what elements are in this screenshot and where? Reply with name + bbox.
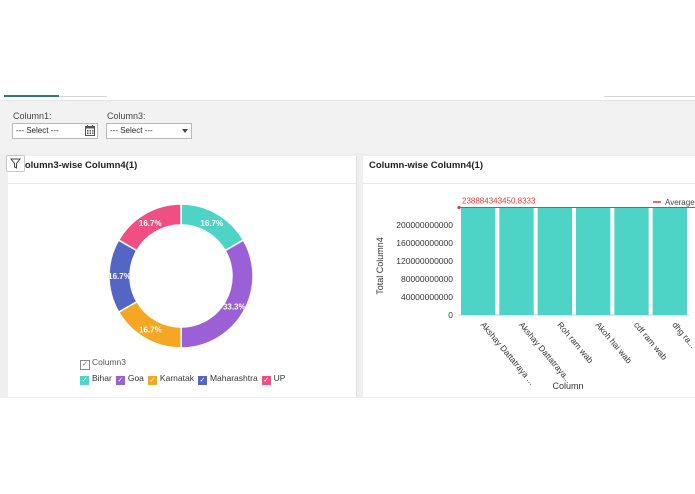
donut-slice-label: 16.7% [139, 325, 162, 334]
bar-chart-title: Column-wise Column4(1) [369, 160, 484, 171]
legend-label: Maharashtra [209, 373, 258, 383]
column1-filter-value: --- Select --- [16, 126, 59, 135]
average-legend-label: Average [665, 198, 695, 207]
y-tick-label: 80000000000 [401, 274, 453, 284]
checkbox-icon: ✓ [80, 360, 90, 370]
x-tick-label: Roh ram wab [555, 320, 595, 365]
donut-slice-label: 16.7% [200, 219, 223, 228]
bar[interactable] [461, 207, 496, 315]
x-tick-label: cdf ram wab [632, 320, 670, 362]
column3-select[interactable]: --- Select --- [106, 123, 192, 139]
bar[interactable] [576, 207, 611, 315]
bar[interactable] [652, 207, 687, 315]
column3-filter-value: --- Select --- [110, 126, 153, 135]
column3-filter-label: Column3: [107, 111, 146, 121]
column1-filter-label: Column1: [13, 111, 52, 121]
legend-item-up[interactable]: ✓ UP [261, 373, 286, 385]
panel-header: Column3-wise Column4(1) [8, 156, 356, 184]
donut-chart-title: Column3-wise Column4(1) [18, 160, 138, 171]
chevron-down-icon [182, 129, 188, 133]
legend-swatch-checkbox: ✓ [80, 376, 89, 385]
y-tick-label: 200000000000 [396, 220, 453, 230]
average-line-marker [457, 205, 461, 210]
bar[interactable] [499, 207, 534, 315]
x-axis-title: Column [552, 381, 583, 391]
average-value-label: 238884343450.8333 [462, 197, 536, 206]
tab-divider [59, 96, 107, 97]
legend-label: Karnatak [159, 373, 194, 383]
filter-bar: Column1: --- Select --- Column3: --- Sel… [0, 100, 695, 154]
legend-swatch-checkbox: ✓ [147, 376, 157, 385]
legend-label: UP [273, 373, 286, 383]
y-tick-label: 160000000000 [396, 238, 453, 248]
legend-swatch-checkbox: ✓ [115, 376, 125, 385]
filter-button[interactable] [6, 155, 25, 172]
legend-title[interactable]: ✓ Column3 [80, 357, 126, 370]
active-tab-indicator[interactable] [4, 95, 59, 97]
donut-slice-label: 16.7% [139, 219, 162, 228]
y-axis-title: Total Column4 [375, 237, 385, 295]
legend-item-karnatak[interactable]: ✓ Karnatak [147, 373, 194, 385]
bar-chart: 0 40000000000 80000000000 120000000000 16000… [375, 197, 695, 391]
column1-date-picker[interactable]: --- Select --- [12, 123, 98, 139]
panel-header: Column-wise Column4(1) [363, 156, 695, 184]
legend-item-goa[interactable]: ✓ Goa [115, 373, 144, 385]
calendar-icon[interactable] [85, 125, 95, 136]
legend-item-maharashtra[interactable]: ✓ Maharashtra [197, 373, 258, 385]
bar[interactable] [614, 207, 649, 315]
donut-slice-label: 33.3% [223, 303, 246, 312]
donut-slice-up[interactable] [117, 203, 182, 252]
donut-slice-label: 16.7% [108, 272, 131, 281]
legend-swatch-checkbox: ✓ [197, 376, 207, 385]
y-tick-label: 0 [448, 310, 453, 320]
legend-item-bihar[interactable]: ✓ Bihar [80, 373, 112, 385]
donut-chart-panel: Column3-wise Column4(1) [8, 156, 357, 397]
x-tick-label: Akoh hai wab [594, 320, 635, 366]
y-tick-label: 120000000000 [396, 256, 453, 266]
chart-legend: ✓ Bihar ✓ Goa ✓ Karnatak ✓ Maharashtra ✓ UP [80, 373, 289, 385]
legend-label: Bihar [92, 373, 112, 383]
y-tick-label: 40000000000 [401, 292, 453, 302]
bar[interactable] [537, 207, 572, 315]
donut-slice-goa[interactable] [180, 239, 254, 349]
donut-chart: 16.7% 33.3% 16.7% 16.7% 16.7% [108, 203, 254, 349]
tab-divider-right [604, 96, 695, 97]
legend-swatch-checkbox: ✓ [261, 376, 271, 385]
x-tick-label: dhg ra... [670, 320, 695, 350]
funnel-icon [9, 158, 22, 169]
legend-label: Goa [127, 373, 144, 383]
